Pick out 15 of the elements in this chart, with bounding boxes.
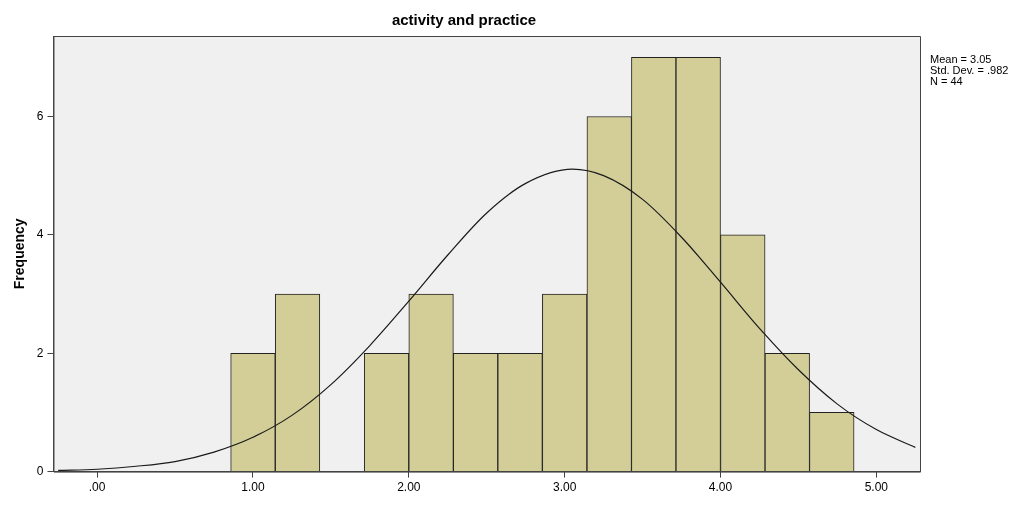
x-tick-label: 5.00	[864, 480, 889, 495]
y-tick-label: 4	[36, 227, 44, 242]
y-tick-label: 0	[36, 463, 44, 478]
text: N = 44	[930, 74, 963, 87]
y-tick-label: 6	[36, 108, 44, 123]
x-tick-label: 4.00	[708, 480, 733, 495]
y-axis-title: Frequency	[11, 218, 28, 290]
text: Mean = 3.05	[930, 52, 992, 65]
x-tick-label: 1.00	[241, 480, 265, 495]
x-tick-label: 2.00	[397, 480, 421, 495]
y-tick-label: 2	[36, 345, 44, 360]
chart-title: activity and practice	[391, 11, 537, 29]
x-tick-label: .00	[88, 480, 106, 495]
text: Std. Dev. = .982	[930, 63, 1009, 76]
x-tick-label: 3.00	[552, 480, 577, 495]
